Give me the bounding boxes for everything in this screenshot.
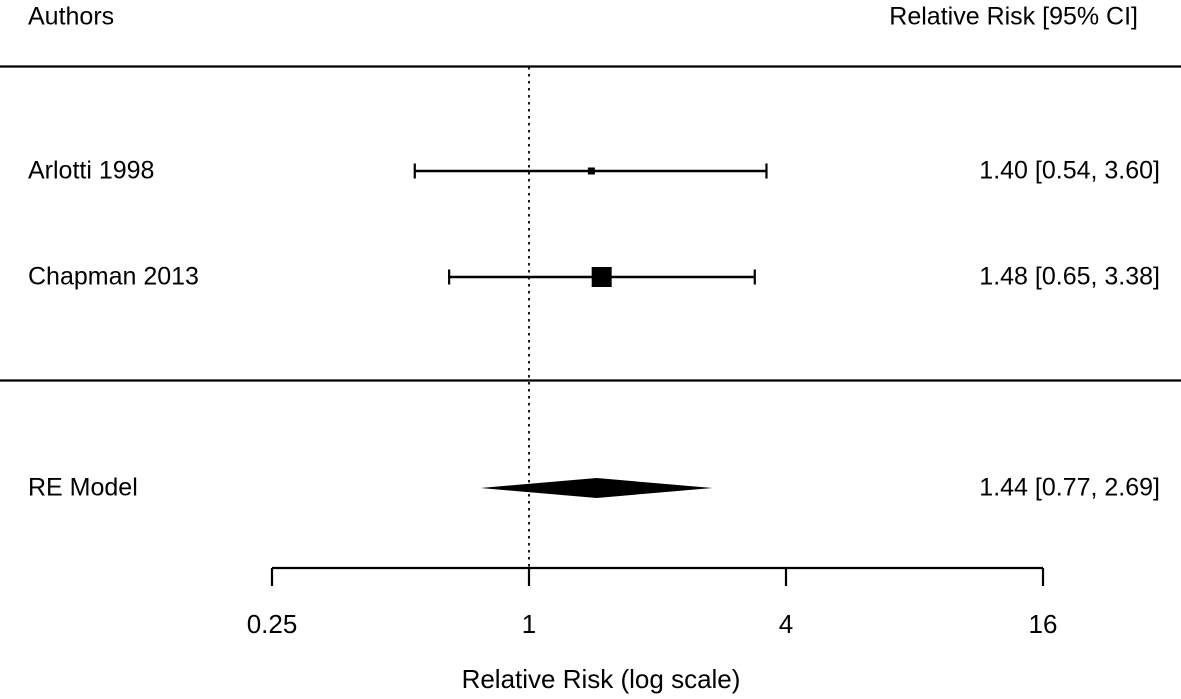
effect-column-header: Relative Risk [95% CI] bbox=[889, 2, 1138, 31]
study-annotation: 1.40 [0.54, 3.60] bbox=[979, 156, 1160, 185]
study-label: Arlotti 1998 bbox=[28, 156, 155, 185]
x-axis-tick-label: 4 bbox=[778, 609, 794, 639]
x-axis-tick-label: 0.25 bbox=[246, 609, 298, 639]
authors-column-header: Authors bbox=[28, 2, 115, 31]
summary-annotation: 1.44 [0.77, 2.69] bbox=[979, 473, 1160, 502]
summary-label: RE Model bbox=[28, 473, 138, 502]
x-axis-tick-label: 16 bbox=[1028, 609, 1058, 639]
point-estimate-marker bbox=[591, 267, 612, 287]
x-axis-title: Relative Risk (log scale) bbox=[461, 664, 741, 694]
x-axis-tick-label: 1 bbox=[521, 609, 537, 639]
study-annotation: 1.48 [0.65, 3.38] bbox=[979, 262, 1160, 291]
summary-diamond bbox=[480, 478, 713, 498]
point-estimate-marker bbox=[587, 167, 595, 175]
study-label: Chapman 2013 bbox=[28, 262, 199, 291]
